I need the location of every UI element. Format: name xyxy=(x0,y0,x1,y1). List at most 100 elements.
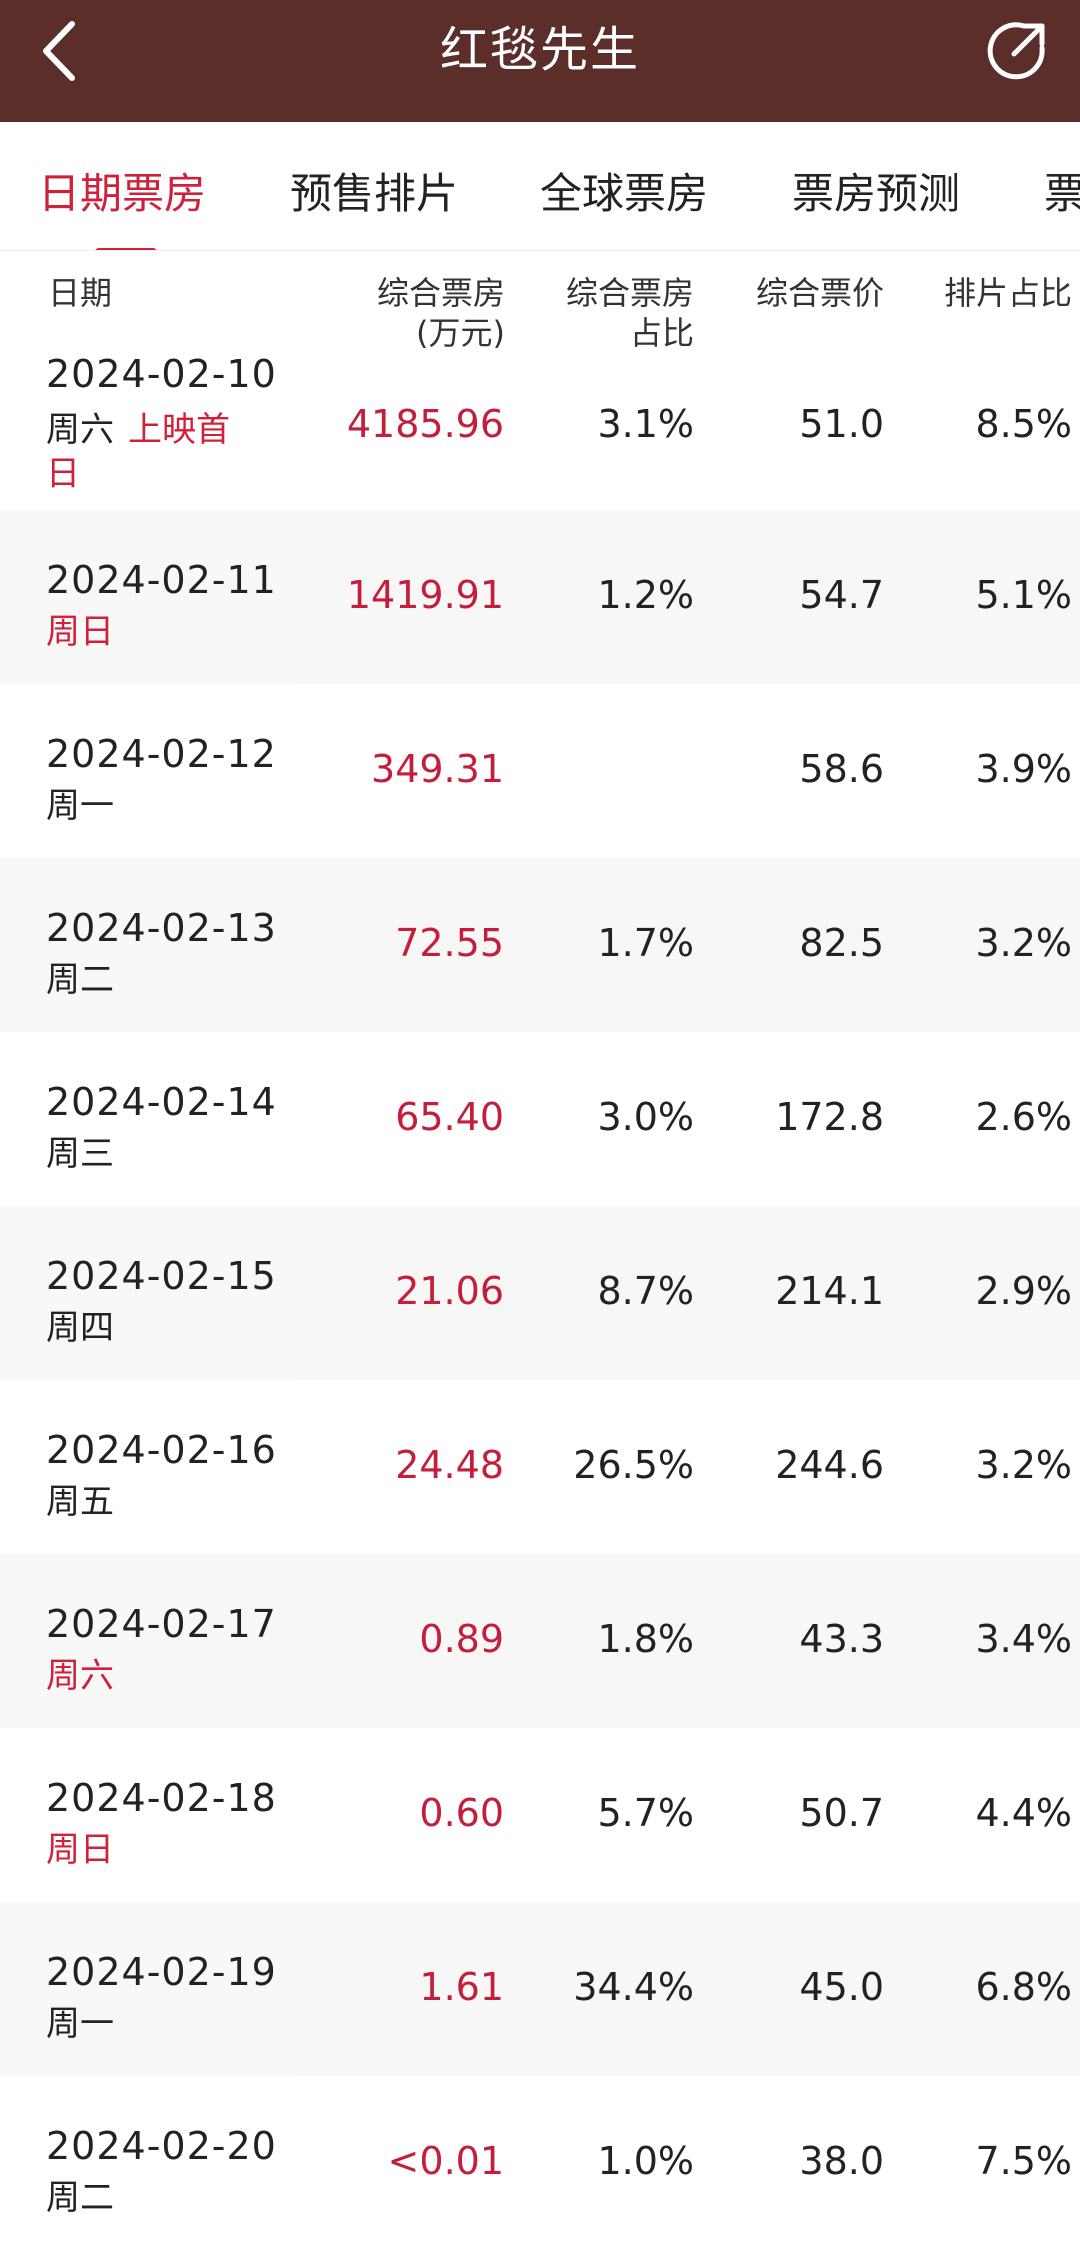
row-values-cell xyxy=(303,684,1080,858)
tab-more[interactable]: 票 xyxy=(1044,169,1080,218)
row-weekday: 周五 xyxy=(46,1482,114,1522)
row-date: 2024-02-19 xyxy=(46,1950,277,1994)
release-tag-line2: 日 xyxy=(46,454,80,494)
row-values-cell xyxy=(303,1206,1080,1380)
row-date-cell: 2024-02-19 周一 xyxy=(0,1902,303,2076)
table-row[interactable]: 2024-02-14 周三 65.40 3.0% 172.8 2.6% xyxy=(0,1032,1080,1206)
table-row[interactable]: 2024-02-20 周二 <0.01 1.0% 38.0 7.5% xyxy=(0,2076,1080,2244)
row-date: 2024-02-17 xyxy=(46,1602,277,1646)
row-weekday: 周日 xyxy=(46,612,114,652)
row-box-office: 349.31 xyxy=(371,747,504,791)
column-header-date[interactable]: 日期 xyxy=(48,274,113,312)
row-box-office: 72.55 xyxy=(395,921,504,965)
row-date: 2024-02-11 xyxy=(46,558,277,602)
row-date: 2024-02-10 xyxy=(46,352,277,396)
table-body: 2024-02-10 周六 上映首 日 4185.96 3.1% 51.0 8.5… xyxy=(0,352,1080,2244)
row-date-cell: 2024-02-15 周四 xyxy=(0,1206,303,1380)
row-share: 1.7% xyxy=(597,921,694,965)
row-weekday: 周二 xyxy=(46,960,114,1000)
row-date: 2024-02-14 xyxy=(46,1080,277,1124)
row-date: 2024-02-15 xyxy=(46,1254,277,1298)
row-values-cell xyxy=(303,1902,1080,2076)
row-values-cell xyxy=(303,858,1080,1032)
row-box-office: <0.01 xyxy=(387,2139,504,2183)
row-values-cell xyxy=(303,510,1080,684)
row-date-cell: 2024-02-13 周二 xyxy=(0,858,303,1032)
release-tag: 上映首 xyxy=(128,410,230,450)
table-row[interactable]: 2024-02-18 周日 0.60 5.7% 50.7 4.4% xyxy=(0,1728,1080,1902)
row-weekday-text: 周六 xyxy=(46,410,114,450)
row-share: 1.2% xyxy=(597,573,694,617)
row-weekday: 周六 xyxy=(46,1656,114,1696)
row-weekday: 周一 xyxy=(46,2004,114,2044)
share-icon[interactable] xyxy=(984,18,1050,84)
tab-date-box-office[interactable]: 日期票房 xyxy=(38,169,207,218)
row-schedule: 2.9% xyxy=(975,1269,1072,1313)
row-price: 214.1 xyxy=(775,1269,884,1313)
table-header: 日期 综合票房 (万元) 综合票房 占比 综合票价 排片占比 xyxy=(0,250,1080,362)
title-bar: 红毯先生 xyxy=(0,0,1080,122)
row-schedule: 5.1% xyxy=(975,573,1072,617)
row-date: 2024-02-18 xyxy=(46,1776,277,1820)
back-chevron-icon[interactable] xyxy=(30,16,90,86)
column-header-share-label-2: 占比 xyxy=(629,314,694,352)
row-schedule: 3.2% xyxy=(975,921,1072,965)
row-date-cell: 2024-02-17 周六 xyxy=(0,1554,303,1728)
column-header-share[interactable]: 综合票房 占比 xyxy=(534,273,694,353)
tab-global-box-office[interactable]: 全球票房 xyxy=(540,169,709,218)
row-date-cell: 2024-02-16 周五 xyxy=(0,1380,303,1554)
row-weekday: 周二 xyxy=(46,2178,114,2218)
row-box-office: 0.89 xyxy=(419,1617,504,1661)
row-schedule: 7.5% xyxy=(975,2139,1072,2183)
row-date: 2024-02-16 xyxy=(46,1428,277,1472)
table-row[interactable]: 2024-02-17 周六 0.89 1.8% 43.3 3.4% xyxy=(0,1554,1080,1728)
row-schedule: 4.4% xyxy=(975,1791,1072,1835)
row-box-office: 24.48 xyxy=(395,1443,504,1487)
row-price: 45.0 xyxy=(799,1965,884,2009)
column-header-box-office[interactable]: 综合票房 (万元) xyxy=(305,273,505,353)
table-row[interactable]: 2024-02-13 周二 72.55 1.7% 82.5 3.2% xyxy=(0,858,1080,1032)
row-schedule: 6.8% xyxy=(975,1965,1072,2009)
row-date-cell: 2024-02-12 周一 xyxy=(0,684,303,858)
row-price: 54.7 xyxy=(799,573,884,617)
row-share: 5.7% xyxy=(597,1791,694,1835)
row-values-cell xyxy=(303,1032,1080,1206)
table-row[interactable]: 2024-02-11 周日 1419.91 1.2% 54.7 5.1% xyxy=(0,510,1080,684)
row-price: 58.6 xyxy=(799,747,884,791)
table-row[interactable]: 2024-02-12 周一 349.31 58.6 3.9% xyxy=(0,684,1080,858)
row-box-office: 21.06 xyxy=(395,1269,504,1313)
table-row[interactable]: 2024-02-10 周六 上映首 日 4185.96 3.1% 51.0 8.5… xyxy=(0,352,1080,510)
row-date-cell: 2024-02-20 周二 xyxy=(0,2076,303,2244)
row-share: 34.4% xyxy=(573,1965,694,2009)
tab-presale-schedule[interactable]: 预售排片 xyxy=(290,169,459,218)
row-schedule: 3.2% xyxy=(975,1443,1072,1487)
page-title: 红毯先生 xyxy=(439,22,640,78)
table-row[interactable]: 2024-02-16 周五 24.48 26.5% 244.6 3.2% xyxy=(0,1380,1080,1554)
row-date-cell: 2024-02-11 周日 xyxy=(0,510,303,684)
row-date-cell: 2024-02-18 周日 xyxy=(0,1728,303,1902)
row-price: 51.0 xyxy=(799,402,884,446)
row-box-office: 1.61 xyxy=(419,1965,504,2009)
table-row[interactable]: 2024-02-15 周四 21.06 8.7% 214.1 2.9% xyxy=(0,1206,1080,1380)
tab-box-office-forecast[interactable]: 票房预测 xyxy=(792,169,961,218)
row-schedule: 2.6% xyxy=(975,1095,1072,1139)
row-values-cell xyxy=(303,1380,1080,1554)
column-header-price[interactable]: 综合票价 xyxy=(755,274,884,312)
row-share: 1.8% xyxy=(597,1617,694,1661)
row-box-office: 1419.91 xyxy=(346,573,504,617)
row-values-cell xyxy=(303,1554,1080,1728)
row-values-cell xyxy=(303,362,1080,510)
row-weekday: 周日 xyxy=(46,1830,114,1870)
row-share: 26.5% xyxy=(573,1443,694,1487)
row-box-office: 0.60 xyxy=(419,1791,504,1835)
table-row[interactable]: 2024-02-19 周一 1.61 34.4% 45.0 6.8% xyxy=(0,1902,1080,2076)
row-share: 8.7% xyxy=(597,1269,694,1313)
row-weekday: 周六 上映首 xyxy=(46,402,230,451)
column-header-schedule[interactable]: 排片占比 xyxy=(943,274,1072,312)
row-price: 172.8 xyxy=(775,1095,884,1139)
row-price: 82.5 xyxy=(799,921,884,965)
row-values-cell xyxy=(303,2076,1080,2244)
row-share: 3.1% xyxy=(597,402,694,446)
row-share: 1.0% xyxy=(597,2139,694,2183)
row-price: 50.7 xyxy=(799,1791,884,1835)
